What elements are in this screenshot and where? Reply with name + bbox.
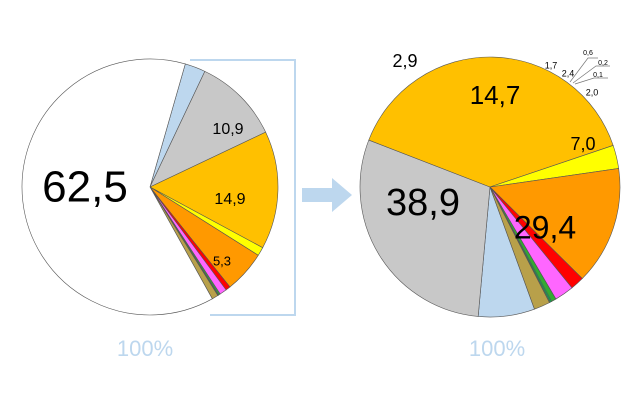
value-label: 14,7 <box>470 80 521 110</box>
pie-slice <box>149 70 267 188</box>
value-label: 29,4 <box>514 209 576 245</box>
value-label: 38,9 <box>386 182 460 224</box>
value-label: 2,9 <box>392 51 417 71</box>
total-label: 100% <box>469 336 525 361</box>
pie-slice <box>368 56 614 188</box>
value-label: 1,7 <box>545 60 558 70</box>
value-label: 2,0 <box>586 87 599 97</box>
value-label: 0,1 <box>593 72 603 79</box>
value-label: 10,9 <box>212 121 243 138</box>
value-label: 2,4 <box>562 68 575 78</box>
value-label: 14,9 <box>214 191 245 208</box>
leader-lines <box>569 57 610 85</box>
pie-slice <box>21 58 213 316</box>
value-label: 0,2 <box>598 60 608 67</box>
value-label: 62,5 <box>42 163 128 212</box>
value-label: 5,3 <box>213 253 231 268</box>
pie-slice <box>149 131 279 249</box>
arrow <box>302 178 352 212</box>
pie-slice <box>489 186 550 310</box>
value-label: 7,0 <box>570 134 595 154</box>
total-label: 100% <box>117 336 173 361</box>
pie-slice <box>489 168 621 279</box>
value-label: 0,6 <box>583 50 593 57</box>
connector <box>190 59 296 316</box>
pie-slice <box>359 139 491 317</box>
